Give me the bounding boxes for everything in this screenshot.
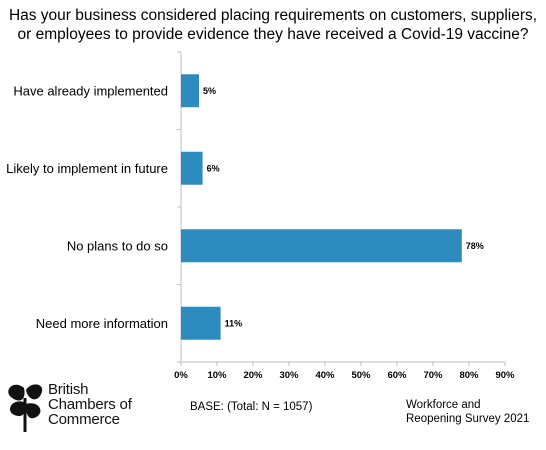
x-tick-label: 30%	[279, 370, 299, 381]
survey-name: Workforce and Reopening Survey 2021	[406, 398, 529, 426]
category-label: Likely to implement in future	[6, 161, 168, 176]
x-tick-label: 10%	[207, 370, 227, 381]
bar-value-label: 6%	[207, 163, 220, 173]
bar	[181, 306, 221, 340]
bar-value-label: 78%	[466, 241, 484, 251]
x-tick-label: 0%	[174, 370, 188, 381]
bcc-logo: British Chambers of Commerce	[4, 380, 164, 442]
category-label: Have already implemented	[13, 83, 168, 98]
category-label: Need more information	[36, 316, 168, 331]
bar-value-label: 11%	[225, 318, 243, 328]
x-tick-label: 80%	[459, 370, 479, 381]
bar	[181, 151, 203, 185]
x-tick-label: 20%	[243, 370, 263, 381]
bar	[181, 229, 462, 263]
chart-title-line-1: Has your business considered placing req…	[8, 7, 538, 24]
chart-title: Has your business considered placing req…	[0, 6, 546, 44]
bar-chart: 0% 10% 20% 30% 40% 50% 60% 70% 80% 90% 5% Have alre…	[6, 51, 515, 381]
bar	[181, 74, 199, 108]
survey-name-line-2: Reopening Survey 2021	[406, 413, 530, 425]
bar-value-label: 5%	[203, 86, 216, 96]
base-note: BASE: (Total: N = 1057)	[190, 401, 313, 413]
x-tick-label: 90%	[495, 370, 515, 381]
survey-name-line-1: Workforce and	[406, 399, 481, 411]
logo-line-1: British	[48, 381, 89, 398]
x-tick-label: 50%	[351, 370, 371, 381]
category-label: No plans to do so	[67, 238, 168, 253]
logo-line-3: Commerce	[48, 411, 120, 428]
x-tick-label: 60%	[387, 370, 407, 381]
chart-title-line-2: or employees to provide evidence they ha…	[17, 26, 529, 43]
x-tick-label: 70%	[423, 370, 443, 381]
bcc-logo-text: British Chambers of Commerce	[48, 382, 132, 427]
x-tick-label: 40%	[315, 370, 335, 381]
bcc-logo-icon	[8, 384, 43, 432]
logo-line-2: Chambers of	[48, 396, 132, 413]
